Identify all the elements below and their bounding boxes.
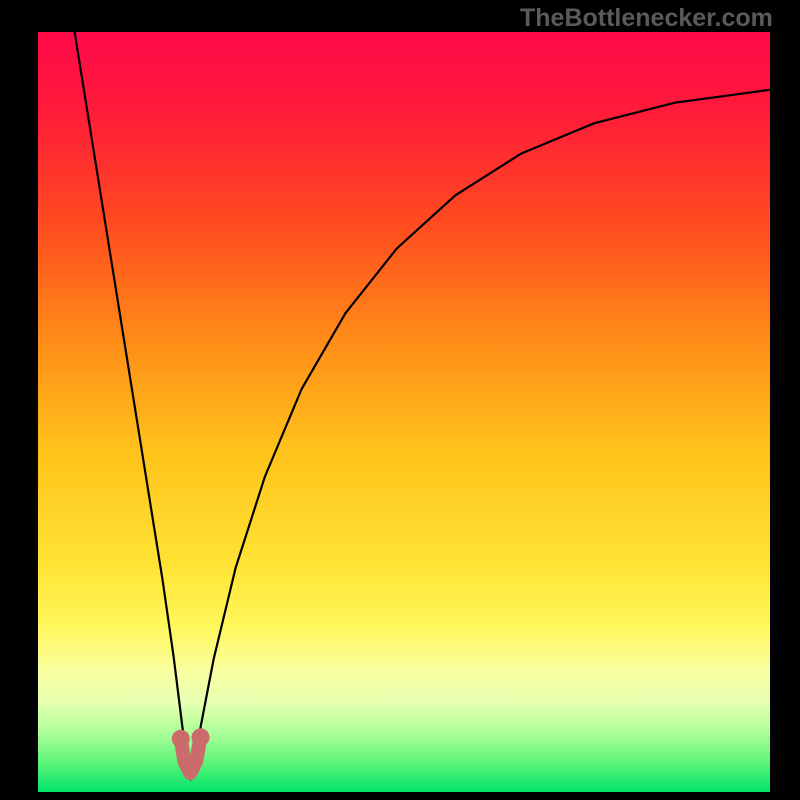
marker-endcap-left: [172, 730, 190, 748]
bottleneck-curve: [75, 32, 770, 778]
frame-left: [0, 0, 38, 800]
plot-area: [38, 32, 770, 792]
curve-layer: [38, 32, 770, 792]
chart-container: TheBottlenecker.com: [0, 0, 800, 800]
marker-endcap-right: [192, 728, 210, 746]
watermark-text: TheBottlenecker.com: [520, 4, 773, 33]
frame-bottom: [0, 792, 800, 800]
frame-right: [770, 0, 800, 800]
